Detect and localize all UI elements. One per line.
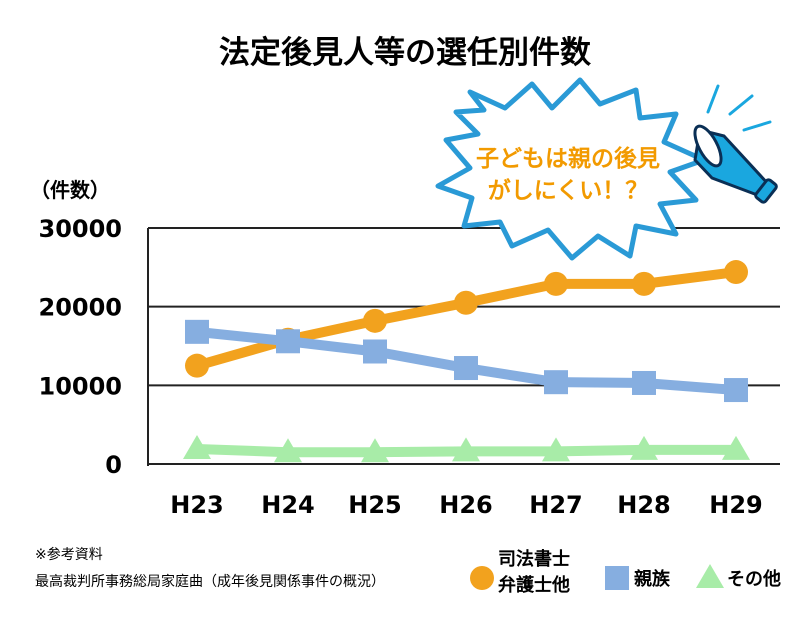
data-point-triangle bbox=[630, 435, 658, 460]
data-point-circle bbox=[454, 290, 478, 315]
data-point-square bbox=[276, 329, 300, 354]
data-point-circle bbox=[185, 353, 209, 378]
legend-label: 司法書士 bbox=[498, 548, 570, 570]
burst-shape bbox=[435, 77, 707, 261]
data-point-triangle bbox=[722, 435, 750, 460]
legend-symbol-triangle bbox=[696, 564, 724, 588]
data-point-square bbox=[632, 370, 656, 395]
data-point-square bbox=[363, 339, 387, 364]
data-point-circle bbox=[632, 271, 656, 296]
legend-symbol-square bbox=[605, 566, 629, 590]
y-axis-ticks: 0 10000 20000 30000 bbox=[39, 215, 123, 479]
grid-lines bbox=[147, 227, 780, 466]
x-tick-label: H24 bbox=[261, 491, 314, 519]
legend-label: 親族 bbox=[634, 568, 671, 590]
data-point-triangle bbox=[183, 435, 211, 460]
data-point-triangle bbox=[361, 438, 389, 463]
legend-symbol-circle bbox=[470, 566, 494, 590]
legend-label: その他 bbox=[727, 568, 781, 590]
y-tick-label: 10000 bbox=[39, 372, 123, 400]
chart-title: 法定後見人等の選任別件数 bbox=[219, 35, 591, 71]
data-point-square bbox=[454, 356, 478, 381]
x-tick-label: H28 bbox=[617, 491, 670, 519]
x-axis-ticks: H23 H24 H25 H26 H27 H28 H29 bbox=[170, 491, 762, 519]
y-tick-label: 0 bbox=[105, 451, 122, 479]
data-point-square bbox=[724, 378, 748, 403]
y-axis-unit-label: （件数） bbox=[30, 178, 110, 202]
data-point-circle bbox=[363, 308, 387, 333]
source-note-line-2: 最高裁判所事務総局家庭曲（成年後見関係事件の概況） bbox=[35, 573, 385, 590]
data-point-triangle bbox=[542, 437, 570, 462]
x-tick-label: H29 bbox=[709, 491, 762, 519]
source-note-line-1: ※参考資料 bbox=[35, 546, 103, 563]
megaphone-icon bbox=[693, 84, 778, 204]
x-tick-label: H23 bbox=[170, 491, 223, 519]
data-point-circle bbox=[544, 271, 568, 296]
y-tick-label: 30000 bbox=[39, 215, 123, 243]
x-tick-label: H27 bbox=[529, 491, 582, 519]
data-point-triangle bbox=[274, 438, 302, 463]
data-point-triangle bbox=[452, 437, 480, 462]
callout-line-2: がしにくい！？ bbox=[488, 177, 649, 204]
data-point-square bbox=[185, 319, 209, 344]
legend-label: 弁護士他 bbox=[498, 574, 570, 596]
x-tick-label: H25 bbox=[348, 491, 401, 519]
data-point-circle bbox=[724, 260, 748, 285]
x-tick-label: H26 bbox=[439, 491, 492, 519]
series-points bbox=[183, 260, 750, 463]
speech-burst-callout: 子どもは親の後見 がしにくい！？ bbox=[435, 77, 707, 261]
callout-line-1: 子どもは親の後見 bbox=[476, 145, 660, 172]
y-tick-label: 20000 bbox=[39, 294, 123, 322]
data-point-square bbox=[544, 370, 568, 395]
